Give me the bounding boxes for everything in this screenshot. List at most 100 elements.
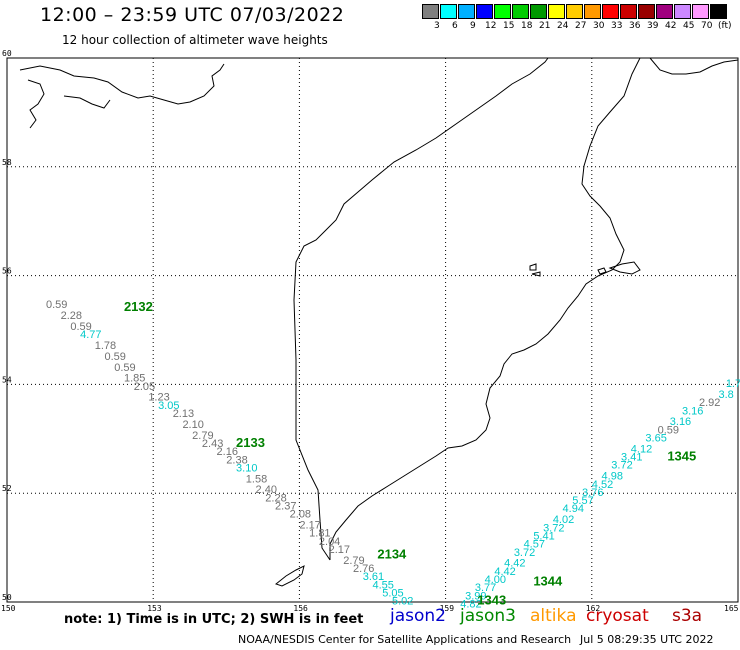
colorbar-swatch xyxy=(674,4,691,19)
wave-height-points: 0.592.280.594.771.780.590.591.852.051.23… xyxy=(46,299,740,610)
coastline xyxy=(19,57,739,587)
page-subtitle: 12 hour collection of altimeter wave hei… xyxy=(62,33,328,47)
colorbar-swatch xyxy=(458,4,475,19)
colorbar-swatch xyxy=(476,4,493,19)
footer-note: note: 1) Time is in UTC; 2) SWH is in fe… xyxy=(64,612,364,627)
swh-value: 5.57 xyxy=(572,495,593,507)
swh-value: 3.65 xyxy=(645,433,666,445)
swh-value: 5.41 xyxy=(533,530,554,542)
swh-value: 3.10 xyxy=(236,462,257,474)
colorbar-label: 21 xyxy=(539,21,551,31)
swh-value: 2.17 xyxy=(299,520,320,532)
pass-number: 1344 xyxy=(533,574,563,589)
satellite-jason2: jason2 xyxy=(390,606,446,626)
swh-value: 2.38 xyxy=(226,454,247,466)
small-island xyxy=(529,263,541,277)
satellite-cryosat: cryosat xyxy=(586,606,649,626)
swh-value: 2.16 xyxy=(217,446,238,458)
colorbar-label: 24 xyxy=(557,21,569,31)
lon-tick-label: 156 xyxy=(293,604,308,613)
swh-value: 4.94 xyxy=(563,503,584,515)
colorbar-label: 42 xyxy=(665,21,677,31)
colorbar-label: 70 xyxy=(701,21,713,31)
lat-tick-label: 58 xyxy=(2,158,12,167)
kamchatka-coastline xyxy=(293,57,641,561)
swh-value: 4.42 xyxy=(504,558,525,570)
page-title: 12:00 – 23:59 UTC 07/03/2022 xyxy=(40,4,345,26)
colorbar-swatch xyxy=(422,4,439,19)
swh-value: 4.12 xyxy=(631,443,652,455)
swh-value: 4.98 xyxy=(602,471,623,483)
lat-tick-label: 56 xyxy=(2,267,12,276)
swh-value: 4.82 xyxy=(460,598,481,610)
swh-value: 0.59 xyxy=(658,424,679,436)
swh-value: 3.41 xyxy=(621,452,642,464)
colorbar-label: 39 xyxy=(647,21,659,31)
map-frame xyxy=(6,57,739,603)
swh-value: 4.77 xyxy=(80,329,101,341)
lat-tick-label: 60 xyxy=(2,49,12,58)
swh-value: 2.76 xyxy=(353,563,374,575)
northeast-coastline xyxy=(649,57,739,75)
swh-value: 1.81 xyxy=(309,528,330,540)
swh-value: 4.52 xyxy=(592,479,613,491)
swh-value: 2.13 xyxy=(173,408,194,420)
timestamp: Jul 5 08:29:35 UTC 2022 xyxy=(580,633,714,646)
swh-value: 2.43 xyxy=(202,438,223,450)
lon-tick-label: 162 xyxy=(586,604,601,613)
colorbar-swatch xyxy=(656,4,673,19)
swh-value: 2.04 xyxy=(319,536,340,548)
credit-line: NOAA/NESDIS Center for Satellite Applica… xyxy=(238,633,572,646)
colorbar-swatch xyxy=(602,4,619,19)
colorbar-label: 36 xyxy=(629,21,641,31)
swh-value: 3.72 xyxy=(514,547,535,559)
swh-value: 2.10 xyxy=(182,419,203,431)
lon-tick-label: 153 xyxy=(147,604,162,613)
colorbar-legend xyxy=(422,4,728,19)
swh-value: 3.99 xyxy=(465,590,486,602)
colorbar-swatch xyxy=(512,4,529,19)
colorbar-label: 33 xyxy=(611,21,623,31)
lat-tick-label: 50 xyxy=(2,593,12,602)
swh-value: 1.58 xyxy=(246,473,267,485)
swh-value: 2.17 xyxy=(329,544,350,556)
colorbar-label: 30 xyxy=(593,21,605,31)
swh-value: 1.85 xyxy=(124,373,145,385)
colorbar-label: 15 xyxy=(503,21,515,31)
colorbar-label: 3 xyxy=(434,21,440,31)
colorbar-label: 27 xyxy=(575,21,587,31)
northern-coastline xyxy=(19,63,225,129)
lat-tick-label: 54 xyxy=(2,375,12,384)
colorbar-unit: (ft) xyxy=(718,21,732,31)
swh-value: 4.57 xyxy=(524,539,545,551)
lon-tick-label: 159 xyxy=(440,604,455,613)
commander-islands xyxy=(597,261,641,275)
swh-value: 0.59 xyxy=(114,362,135,374)
swh-value: 4.00 xyxy=(485,574,506,586)
colorbar-label: 6 xyxy=(452,21,458,31)
colorbar-swatch xyxy=(494,4,511,19)
satellite-jason3: jason3 xyxy=(460,606,516,626)
pass-number: 2133 xyxy=(236,435,265,450)
colorbar-label: 45 xyxy=(683,21,695,31)
swh-value: 3.8 xyxy=(719,389,734,401)
swh-value: 3.72 xyxy=(543,522,564,534)
swh-value: 2.28 xyxy=(61,310,82,322)
swh-value: 0.59 xyxy=(46,299,67,311)
swh-value: 0.59 xyxy=(104,351,125,363)
swh-value: 1.23 xyxy=(148,392,169,404)
satellite-altika: altika xyxy=(530,606,577,626)
swh-value: 2.05 xyxy=(134,381,155,393)
colorbar-label: 12 xyxy=(485,21,497,31)
swh-value: 3.72 xyxy=(611,460,632,472)
swh-value: 4.02 xyxy=(553,514,574,526)
colorbar-swatch xyxy=(548,4,565,19)
swh-value: 1.7 xyxy=(726,378,740,390)
colorbar-swatch xyxy=(584,4,601,19)
colorbar-label: 18 xyxy=(521,21,533,31)
swh-value: 2.79 xyxy=(192,430,213,442)
colorbar-swatch xyxy=(620,4,637,19)
kuril-island xyxy=(274,565,305,587)
colorbar-swatch xyxy=(440,4,457,19)
